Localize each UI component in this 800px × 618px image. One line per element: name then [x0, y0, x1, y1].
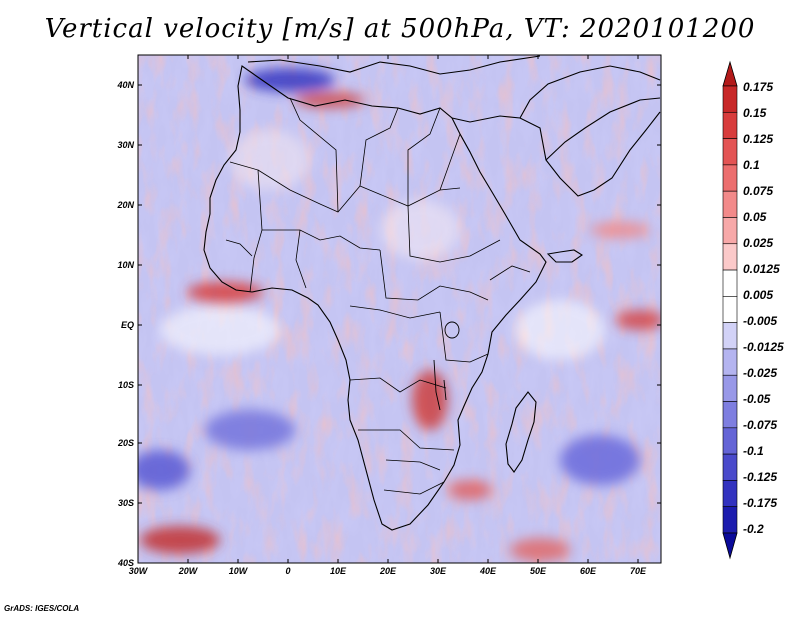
colorbar-segment: [722, 164, 738, 192]
lon-label-30e: 30E: [429, 566, 446, 576]
colorbar-segment: [722, 348, 738, 376]
colorbar-segment: [722, 374, 738, 402]
lon-label-50e: 50E: [529, 566, 546, 576]
colorbar-label: 0.075: [743, 184, 774, 198]
colorbar-label: -0.2: [743, 522, 764, 536]
lon-label-10e: 10E: [329, 566, 346, 576]
lat-label-30n: 30N: [117, 140, 134, 150]
map-frame: [137, 54, 662, 564]
lon-label-20e: 20E: [379, 566, 396, 576]
colorbar-segment: [722, 190, 738, 218]
lat-ticks: [138, 84, 661, 504]
colorbar-segment: [722, 138, 738, 166]
colorbar-label: -0.025: [743, 366, 778, 380]
lat-label-40n: 40N: [117, 80, 134, 90]
colorbar-bottom-arrow: [722, 532, 738, 560]
colorbar-segment: [722, 85, 738, 113]
colorbar-label: -0.005: [743, 314, 778, 328]
colorbar-label: -0.125: [743, 470, 778, 484]
colorbar-segment: [722, 453, 738, 481]
colorbar-label: 0.025: [743, 236, 774, 250]
colorbar-segment: [722, 401, 738, 429]
grads-credit: GrADS: IGES/COLA: [4, 604, 80, 613]
colorbar-top-arrow: [722, 60, 738, 87]
lon-label-70e: 70E: [629, 566, 646, 576]
lat-label-40s: 40S: [117, 558, 134, 568]
colorbar-segment: [722, 322, 738, 350]
lakes: [433, 321, 460, 411]
lon-label-10w: 10W: [228, 566, 248, 576]
colorbar-segment: [722, 217, 738, 245]
colorbar-label: -0.0125: [743, 340, 784, 354]
colorbar-segment: [722, 269, 738, 297]
colorbar-segment: [722, 427, 738, 455]
lat-label-30s: 30S: [117, 498, 134, 508]
colorbar-label: 0.1: [743, 158, 760, 172]
lon-label-0: 0: [285, 566, 291, 576]
colorbar-segment: [722, 243, 738, 271]
colorbar-label: -0.1: [743, 444, 764, 458]
lon-label-40e: 40E: [479, 566, 496, 576]
lon-label-30w: 30W: [128, 566, 148, 576]
colorbar-label: 0.125: [743, 132, 774, 146]
colorbar-label: 0.05: [743, 210, 767, 224]
colorbar-label: 0.15: [743, 106, 767, 120]
colorbar-label: 0.005: [743, 288, 774, 302]
colorbar-label: 0.0125: [743, 262, 780, 276]
lon-ticks: [187, 55, 639, 563]
colorbar-segment: [722, 480, 738, 508]
lat-label-20s: 20S: [117, 438, 134, 448]
colorbar-segment: [722, 506, 738, 534]
colorbar: [722, 60, 738, 560]
country-borders: [225, 97, 531, 495]
lat-label-20n: 20N: [117, 200, 134, 210]
colorbar-label: 0.175: [743, 80, 774, 94]
colorbar-label: -0.175: [743, 496, 778, 510]
colorbar-segment: [722, 111, 738, 139]
lon-label-20w: 20W: [178, 566, 198, 576]
vertical-velocity-field: [138, 55, 661, 563]
colorbar-label: -0.075: [743, 418, 778, 432]
lon-label-60e: 60E: [579, 566, 596, 576]
colorbar-label: -0.05: [743, 392, 771, 406]
map-title: Vertical velocity [m/s] at 500hPa, VT: 2…: [44, 14, 756, 44]
lat-label-10n: 10N: [117, 260, 134, 270]
lat-label-eq: EQ: [120, 320, 134, 330]
lat-label-10s: 10S: [117, 380, 134, 390]
colorbar-segment: [722, 296, 738, 323]
